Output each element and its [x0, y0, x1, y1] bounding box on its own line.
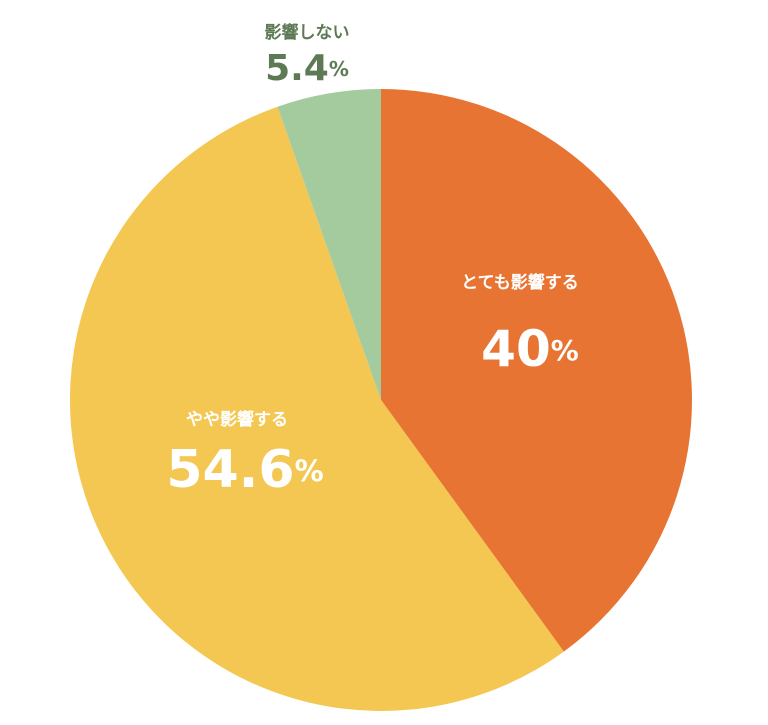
value-number: 40 [481, 320, 551, 378]
value-label: 40% [481, 320, 579, 378]
slice-name: 影響しない [265, 22, 350, 43]
value-label: 54.6% [166, 440, 323, 500]
value-number: 5.4 [265, 48, 329, 89]
slice-name: やや影響する [186, 409, 288, 430]
pie-slice [381, 89, 693, 652]
value-number: 54.6 [166, 440, 294, 500]
value-label: 5.4% [265, 48, 349, 89]
slice-name: とても影響する [461, 272, 579, 293]
pie-slice [277, 89, 381, 400]
value-unit: % [295, 454, 324, 488]
pie-slice [70, 106, 564, 711]
value-unit: % [329, 57, 349, 81]
value-unit: % [551, 334, 579, 367]
